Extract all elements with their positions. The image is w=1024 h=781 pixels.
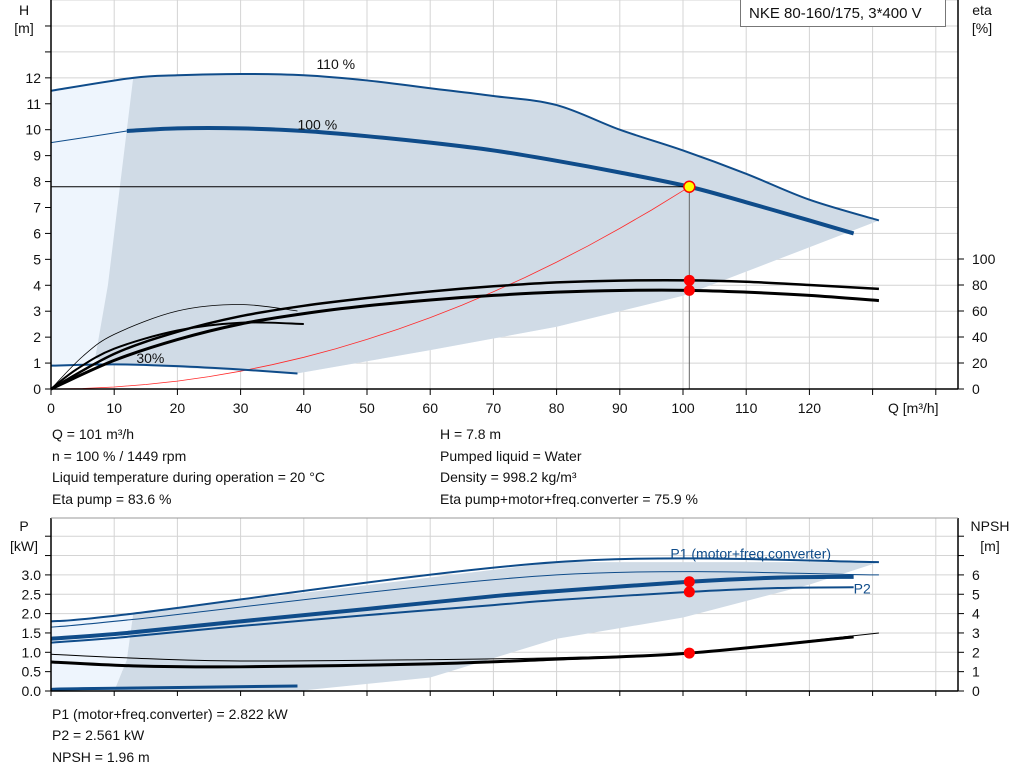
eta-tick-label: 20 [972, 355, 988, 371]
h-tick-label: 1 [33, 355, 41, 371]
power-curve-p1-100 [50, 574, 854, 641]
readout-temp: Liquid temperature during operation = 20… [52, 469, 325, 485]
p-axis-label: P [19, 518, 28, 534]
x-tick-label: 0 [47, 400, 55, 416]
x-tick-label: 100 [671, 400, 695, 416]
head-curve-110 [50, 72, 880, 222]
h-tick-label: 0 [33, 381, 41, 397]
x-axis-label: Q [m³/h] [888, 400, 939, 416]
readout-n: n = 100 % / 1449 rpm [52, 448, 187, 464]
h-tick-label: 3 [33, 303, 41, 319]
npsh-axis-unit: [m] [980, 538, 999, 554]
x-tick-label: 60 [422, 400, 438, 416]
readout-p1: P1 (motor+freq.converter) = 2.822 kW [52, 706, 288, 722]
npsh-axis-label: NPSH [971, 518, 1010, 534]
power-curve-p2-100 [50, 586, 854, 644]
label-p2: P2 [854, 580, 871, 596]
p-tick-label: 0.0 [22, 683, 42, 699]
eta-curve-eta-30 [50, 304, 298, 390]
npsh-tick-label: 3 [972, 625, 980, 641]
npsh-tick-label: 4 [972, 606, 980, 622]
readout-liquid: Pumped liquid = Water [440, 448, 582, 464]
npsh-tick-label: 6 [972, 567, 980, 583]
eta-curve-eta-pump [50, 278, 879, 391]
eta-tick-label: 40 [972, 329, 988, 345]
readout-p2: P2 = 2.561 kW [52, 727, 145, 743]
pump-title: NKE 80-160/175, 3*400 V [749, 5, 922, 22]
power-curve-p2-110 [50, 571, 879, 628]
eta-tick-label: 100 [972, 251, 996, 267]
label-110: 110 % [316, 56, 355, 72]
npsh-tick-label: 5 [972, 586, 980, 602]
label-100: 100 % [297, 117, 337, 133]
h-tick-label: 12 [25, 70, 41, 86]
x-tick-label: 20 [170, 400, 186, 416]
power-curve-p-30 [50, 684, 298, 691]
label-p1: P1 (motor+freq.converter) [670, 546, 831, 562]
x-tick-label: 90 [612, 400, 628, 416]
readout-density: Density = 998.2 kg/m³ [440, 469, 577, 485]
eta-curve-eta-70 [50, 321, 304, 390]
x-tick-label: 70 [486, 400, 502, 416]
p-tick-label: 2.0 [22, 606, 42, 622]
h-tick-label: 11 [26, 96, 41, 112]
p-axis-unit: [kW] [10, 538, 38, 554]
label-30: 30% [136, 350, 164, 366]
h-tick-label: 7 [33, 199, 41, 215]
chart-marks: 110 % 100 % 30% P1 (motor+freq.converter) P2 [50, 56, 880, 691]
eta-tick-label: 60 [972, 303, 988, 319]
h-tick-label: 2 [33, 329, 41, 345]
h-tick-label: 8 [33, 174, 41, 190]
h-tick-label: 10 [25, 122, 41, 138]
h-tick-label: 9 [33, 148, 41, 164]
h-tick-label: 5 [33, 251, 41, 267]
x-tick-label: 30 [233, 400, 249, 416]
eta-axis-label: eta [972, 2, 992, 18]
eta-curve-eta-total [50, 288, 880, 391]
readout-eta-total: Eta pump+motor+freq.converter = 75.9 % [440, 491, 698, 507]
axes: 0 10 20 30 40 50 60 70 80 90 100 110 120 Q [m³/h]0123… [10, 0, 1009, 699]
x-tick-label: 80 [549, 400, 565, 416]
x-tick-label: 120 [798, 400, 822, 416]
x-tick-label: 110 [735, 400, 758, 416]
x-tick-label: 40 [296, 400, 312, 416]
h-axis-unit: [m] [14, 20, 33, 36]
npsh-tick-label: 2 [972, 644, 980, 660]
power-curve-p1-110 [50, 557, 879, 623]
p-tick-label: 2.5 [22, 586, 42, 602]
system-curve [50, 186, 690, 390]
title-box: NKE 80-160/175, 3*400 V [740, 0, 946, 27]
h-axis-label: H [19, 2, 29, 18]
operating-point-marker [683, 180, 696, 193]
p-tick-label: 0.5 [22, 664, 42, 680]
eta-total-marker [683, 284, 695, 296]
readout-npsh: NPSH = 1.96 m [52, 749, 150, 765]
h-tick-label: 6 [33, 225, 41, 241]
p-tick-label: 1.0 [22, 644, 42, 660]
p2-marker [683, 586, 695, 598]
readout-h: H = 7.8 m [440, 426, 502, 442]
p-tick-label: 3.0 [22, 567, 42, 583]
npsh-tick-label: 1 [972, 664, 980, 680]
npsh-tick-label: 0 [972, 683, 980, 699]
h-tick-label: 4 [33, 277, 41, 293]
head-curve-100 [126, 126, 855, 236]
eta-tick-label: 0 [972, 381, 980, 397]
p-tick-label: 1.5 [22, 625, 42, 641]
operating-range-area [95, 74, 879, 374]
x-tick-label: 50 [359, 400, 375, 416]
eta-tick-label: 80 [972, 277, 988, 293]
npsh-marker [683, 647, 695, 659]
head-curve-100-ext [50, 130, 127, 144]
p1-marker [683, 576, 695, 588]
x-tick-label: 10 [106, 400, 122, 416]
readout-eta-pump: Eta pump = 83.6 % [52, 491, 172, 507]
eta-pump-marker [683, 274, 695, 286]
eta-axis-unit: [%] [972, 20, 992, 36]
readout-q: Q = 101 m³/h [52, 426, 135, 442]
